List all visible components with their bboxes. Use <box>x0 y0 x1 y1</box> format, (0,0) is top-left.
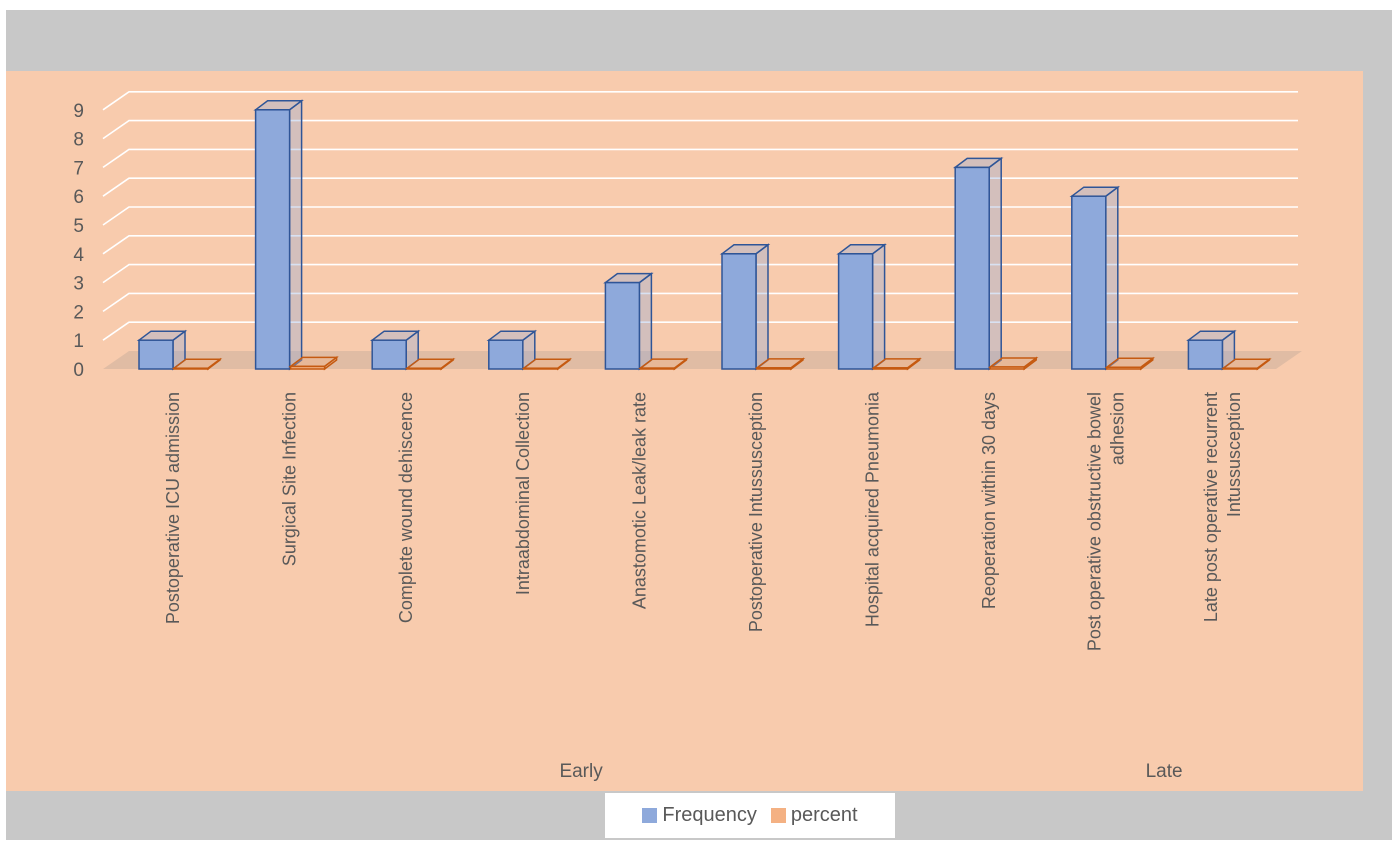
category-label: Anastomotic Leak/leak rate <box>629 392 649 609</box>
bar-percent-9-front <box>1222 367 1259 370</box>
y-tick-label: 5 <box>73 216 84 237</box>
bar-frequency-3-front <box>488 339 524 370</box>
y-tick-label: 8 <box>73 130 84 151</box>
bar-frequency-6-side <box>871 243 886 371</box>
category-label: Postoperative ICU admission <box>163 392 183 624</box>
bar-percent-5-front <box>756 367 792 370</box>
bar-percent-1-front <box>289 365 326 370</box>
bar-frequency-6-front <box>837 253 874 370</box>
group-labels: Early Late <box>559 761 1182 782</box>
bar-frequency-5 <box>719 243 771 371</box>
bar-frequency-1 <box>253 99 304 371</box>
legend-label-frequency: Frequency <box>662 804 757 826</box>
bar-percent-0 <box>171 357 223 371</box>
bar-frequency-4-side <box>638 272 653 371</box>
category-label: Postoperative Intussusception <box>746 392 766 632</box>
bar-frequency-7 <box>952 156 1004 371</box>
group-label-early: Early <box>559 761 603 782</box>
bar-percent-0-front <box>173 367 209 370</box>
bar-percent-1 <box>288 355 339 371</box>
category-label: adhesion <box>1107 392 1127 465</box>
y-tick-label: 1 <box>73 331 84 352</box>
legend-swatch-percent <box>770 808 786 823</box>
gridlines <box>102 91 1298 341</box>
bar-frequency-0 <box>136 329 188 371</box>
y-tick-label: 4 <box>73 245 84 266</box>
category-label: Complete wound dehiscence <box>396 392 416 623</box>
legend-label-percent: percent <box>790 804 858 826</box>
bars <box>136 99 1272 371</box>
bar-frequency-4 <box>603 272 654 371</box>
bar-percent-5 <box>754 357 806 371</box>
bar-percent-2-front <box>406 367 442 370</box>
category-label: Post operative obstructive bowel <box>1084 392 1104 651</box>
category-label: Intraabdominal Collection <box>513 392 533 595</box>
legend: Frequency percent <box>605 793 895 838</box>
bar-frequency-9-front <box>1187 339 1224 370</box>
group-label-late: Late <box>1146 761 1183 782</box>
bar-frequency-2 <box>369 329 421 371</box>
bar-percent-6-front <box>872 367 909 370</box>
gridline <box>102 177 1298 197</box>
bar-frequency-7-front <box>954 166 990 370</box>
category-label: Late post operative recurrent <box>1201 392 1221 622</box>
bar-frequency-1-side <box>288 99 303 371</box>
bar-percent-8-front <box>1106 366 1142 370</box>
bar-frequency-5-side <box>755 243 769 371</box>
bar-percent-6 <box>871 357 922 371</box>
category-label: Surgical Site Infection <box>280 392 300 566</box>
bar-frequency-7-side <box>988 156 1002 371</box>
bar-frequency-9 <box>1186 329 1237 371</box>
bar-percent-2 <box>404 357 456 371</box>
bar-frequency-6 <box>836 243 887 371</box>
gridline <box>102 292 1298 313</box>
gridline <box>102 91 1298 111</box>
bar-percent-4 <box>638 357 689 371</box>
gridline <box>102 119 1298 140</box>
bar-frequency-1-front <box>254 109 291 370</box>
bar-percent-3-front <box>523 367 559 370</box>
gridline <box>102 263 1298 284</box>
y-tick-label: 0 <box>73 360 84 381</box>
category-label: Intussusception <box>1224 392 1244 517</box>
y-axis-ticks: 0 1 2 3 4 5 6 7 8 9 <box>73 101 84 381</box>
category-label: Reoperation within 30 days <box>979 392 999 609</box>
plot-area <box>6 71 1363 791</box>
bar-frequency-8-front <box>1071 195 1107 370</box>
bar-frequency-5-front <box>721 253 757 370</box>
bar-frequency-8 <box>1069 185 1121 371</box>
category-label: Hospital acquired Pneumonia <box>863 391 883 627</box>
y-tick-label: 6 <box>73 187 84 208</box>
legend-swatch-frequency <box>642 808 658 823</box>
gridline <box>102 321 1298 341</box>
bar-percent-7-front <box>989 366 1025 370</box>
bar-percent-7 <box>987 356 1039 371</box>
bar-frequency-0-front <box>138 339 174 370</box>
legend-item-frequency: Frequency <box>642 804 757 827</box>
bar-frequency-4-front <box>604 281 641 370</box>
legend-item-percent: percent <box>770 804 858 827</box>
y-tick-label: 3 <box>73 274 84 295</box>
bar-percent-3 <box>521 357 573 371</box>
gridline <box>102 148 1298 169</box>
y-tick-label: 7 <box>73 158 84 179</box>
bar-percent-4-front <box>639 367 676 370</box>
gridline <box>102 235 1298 255</box>
category-labels: Postoperative ICU admission Surgical Site… <box>163 391 1244 651</box>
bar-frequency-2-front <box>371 339 407 370</box>
y-tick-label: 9 <box>73 101 84 122</box>
bar-percent-9 <box>1221 357 1272 371</box>
bar-frequency-8-side <box>1105 185 1119 371</box>
bar-frequency-3 <box>486 329 538 371</box>
bar-percent-8 <box>1104 356 1156 371</box>
gridline <box>102 206 1298 226</box>
y-tick-label: 2 <box>73 302 84 323</box>
